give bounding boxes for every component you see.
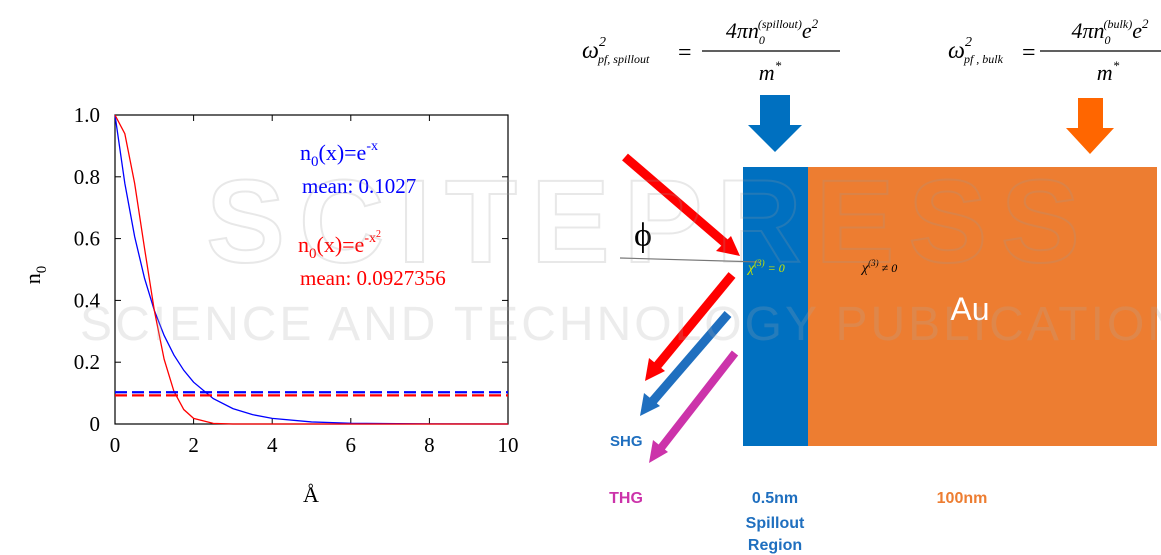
text-run: 2 [599,35,606,50]
spillout-name: Region [748,537,802,554]
formula-lhs: ω2 pf , bulk [948,35,1004,66]
text-run: 2 [1142,16,1149,31]
text-run: m [759,60,775,85]
watermark-title: SCITEPRESS [206,156,1094,288]
text-run: ω [948,38,965,64]
down-arrow-blue [748,95,802,152]
text-run: ω [582,38,599,64]
spillout-name: Spillout [746,515,805,532]
x-axis-label: Å [303,482,319,507]
x-tick-label: 10 [498,433,519,457]
text-run: e [802,18,812,43]
thg-label: THG [609,490,643,507]
y-tick-label: 0.6 [74,227,100,251]
text-run: m [1097,60,1113,85]
bulk-width: 100nm [937,490,988,507]
formula-denominator: m* [759,58,782,85]
formula-numerator: 4πn0 (spillout)e2 [726,16,819,47]
text-run: pf, spillout [597,52,650,66]
y-tick-label: 0.8 [74,165,100,189]
formula-lhs: ω2 pf, spillout [582,35,650,66]
y-tick-label: 0.2 [74,350,100,374]
shg-label: SHG [610,433,643,450]
down-arrow-orange [1066,98,1114,154]
text-run: e [1132,18,1142,43]
text-run: 2 [965,35,972,50]
y-tick-label: 0 [90,412,101,436]
x-tick-label: 0 [110,433,121,457]
figure: 024681000.20.40.60.81.0Ån0n0(x)=e-xmean:… [0,0,1161,555]
text-run: (spillout) [758,17,802,31]
y-axis-label: n0 [20,266,50,285]
x-tick-label: 4 [267,433,278,457]
text-run: pf , bulk [963,52,1004,66]
text-run: * [775,58,782,73]
text-run: * [1113,58,1120,73]
x-tick-label: 8 [424,433,435,457]
formula-denominator: m* [1097,58,1120,85]
formula-numerator: 4πn0 (bulk)e2 [1072,16,1149,47]
text-run: 2 [812,16,819,31]
text-run: n [20,273,45,284]
thg-beam [661,353,735,448]
spillout-width: 0.5nm [752,490,798,507]
text-run: 4πn [726,18,759,43]
text-run: 0 [1105,33,1111,47]
text-run: (bulk) [1104,17,1133,31]
text-run: 0 [34,266,50,274]
watermark-subtitle: SCIENCE AND TECHNOLOGY PUBLICATIONS [80,298,1161,351]
y-tick-label: 1.0 [74,103,100,127]
text-run: 4πn [1072,18,1105,43]
x-tick-label: 2 [188,433,199,457]
x-tick-label: 6 [346,433,357,457]
formula-eq: = [678,40,692,66]
formula-eq: = [1022,40,1036,66]
text-run: -x [366,139,378,154]
text-run: 0 [759,33,765,47]
